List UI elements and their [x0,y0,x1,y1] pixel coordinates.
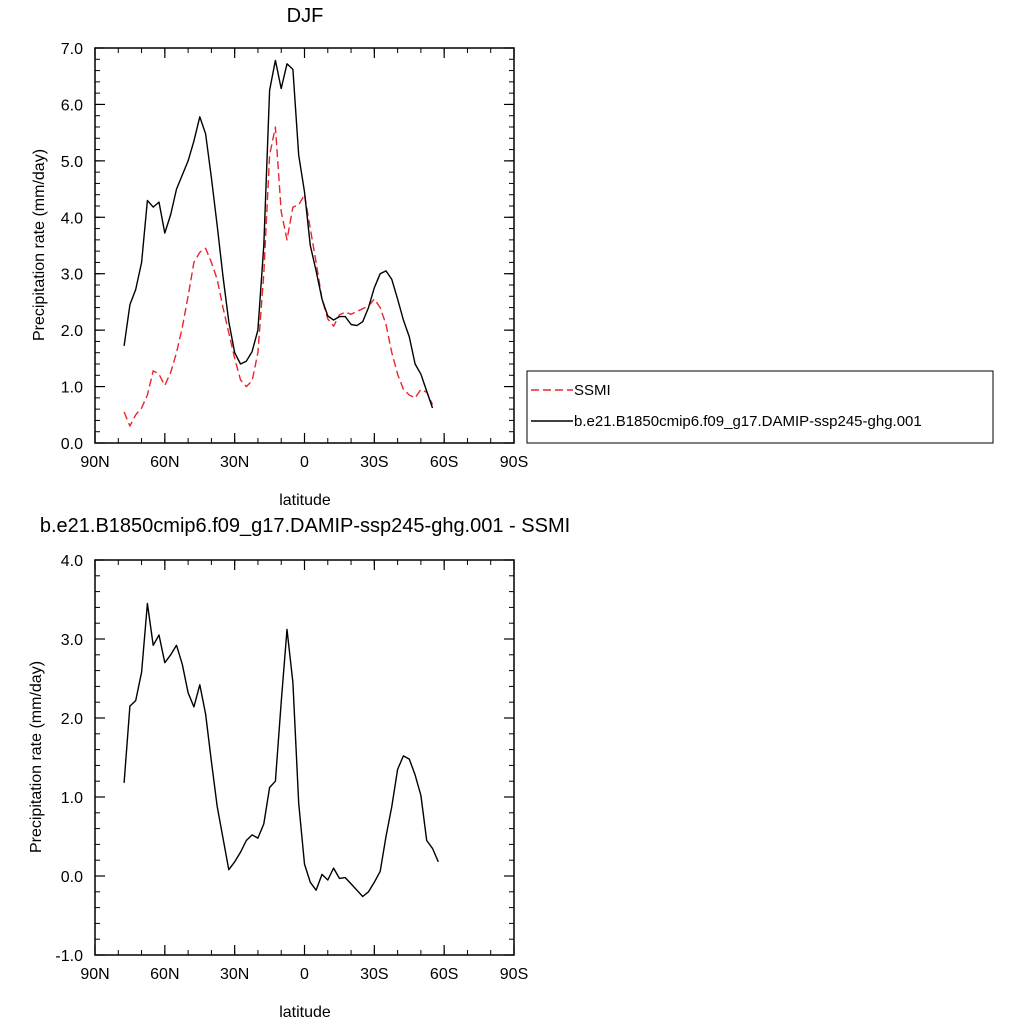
x-tick-label: 90S [500,454,528,471]
y-axis: -1.0 0.0 1.0 2.0 3.0 4.0 [55,553,514,965]
y-tick-label: 7.0 [61,41,83,58]
series-line-difference [123,602,439,898]
y-tick-label: 2.0 [61,711,83,728]
x-tick-label: 60N [150,966,179,983]
x-tick-label: 60S [430,454,458,471]
y-tick-label: 0.0 [61,436,83,453]
plot-frame [94,47,515,444]
chart-bottom-difference: b.e21.B1850cmip6.f09_g17.DAMIP-ssp245-gh… [28,515,570,1021]
series-line-ssmi [123,126,434,427]
x-tick-label: 30S [360,454,388,471]
plot-frame [94,559,515,956]
legend-box [526,370,994,444]
x-axis-label: latitude [279,1004,331,1021]
y-tick-label: 0.0 [61,869,83,886]
y-tick-label: 3.0 [61,267,83,284]
legend-label-ssmi: SSMI [574,382,611,399]
x-axis: 90N 60N 30N 0 30S 60S 90S [80,48,528,471]
y-tick-label: 2.0 [61,323,83,340]
y-tick-label: 1.0 [61,380,83,397]
series-group [123,59,434,427]
chart-title: DJF [287,5,324,27]
y-tick-label: 4.0 [61,210,83,227]
legend: SSMI b.e21.B1850cmip6.f09_g17.DAMIP-ssp2… [526,370,994,444]
x-axis-label: latitude [279,492,331,509]
x-tick-label: 0 [300,454,309,471]
y-axis-label: Precipitation rate (mm/day) [31,149,48,341]
series-group [123,602,439,898]
y-tick-label: 1.0 [61,790,83,807]
y-tick-label: -1.0 [55,948,83,965]
y-tick-label: 4.0 [61,553,83,570]
x-tick-label: 30N [220,966,249,983]
y-axis-label: Precipitation rate (mm/day) [28,661,45,853]
y-axis: 0.0 1.0 2.0 3.0 4.0 5.0 6.0 7.0 [61,41,514,453]
chart-top-djf: DJF 90N 60N 30N 0 30S 60S 90S 0.0 1.0 2.0 3.0 4.0 5… [31,5,528,509]
x-tick-label: 0 [300,966,309,983]
legend-label-model: b.e21.B1850cmip6.f09_g17.DAMIP-ssp245-gh… [574,413,922,430]
x-tick-label: 90N [80,966,109,983]
x-tick-label: 30S [360,966,388,983]
chart-title: b.e21.B1850cmip6.f09_g17.DAMIP-ssp245-gh… [40,515,570,537]
x-axis: 90N 60N 30N 0 30S 60S 90S [80,560,528,983]
x-tick-label: 60S [430,966,458,983]
y-tick-label: 5.0 [61,154,83,171]
series-line-b-e21-b1850cmip6-f09-g17-damip-ssp245-ghg-001 [123,59,434,409]
x-tick-label: 60N [150,454,179,471]
x-tick-label: 30N [220,454,249,471]
x-tick-label: 90N [80,454,109,471]
y-tick-label: 3.0 [61,632,83,649]
y-tick-label: 6.0 [61,97,83,114]
x-tick-label: 90S [500,966,528,983]
